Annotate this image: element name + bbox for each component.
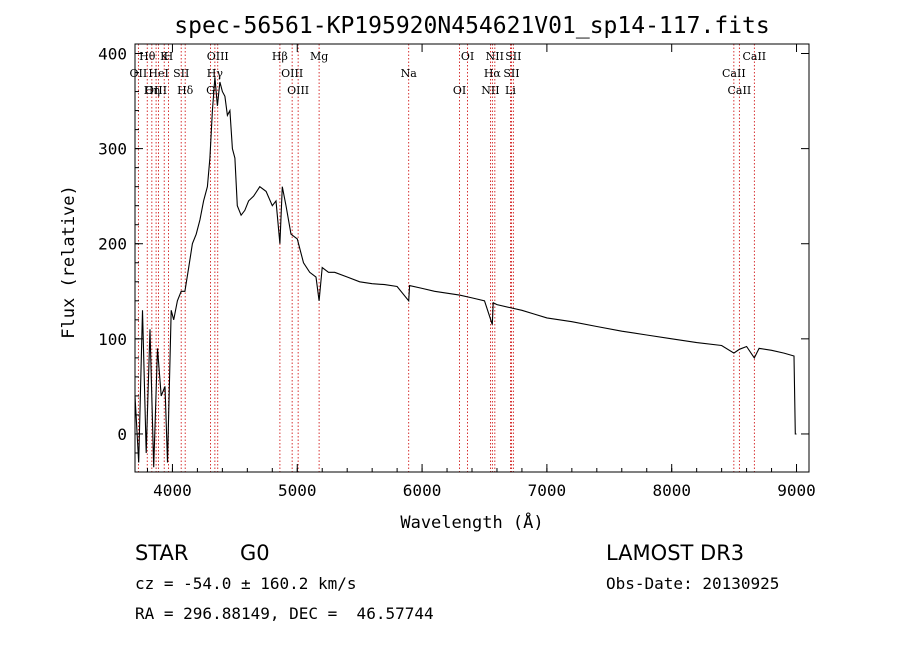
line-label: Li	[505, 84, 516, 97]
line-label: Na	[401, 67, 418, 80]
line-label: OIII	[287, 84, 309, 97]
x-tick-label: 6000	[403, 481, 442, 500]
spectral-line-markers	[137, 44, 755, 472]
line-label: HeI	[148, 67, 168, 80]
line-label: Hγ	[207, 67, 224, 80]
chart-title: spec-56561-KP195920N454621V01_sp14-117.f…	[174, 13, 769, 39]
line-label: G	[206, 84, 215, 97]
line-label: OIII	[281, 67, 303, 80]
spectral-line-labels: Hθ OII OIII K HeI Hη H SII Hδ OIII Hγ G Hβ OIII OIII Mg…	[130, 50, 767, 97]
object-subclass: G0	[240, 541, 270, 565]
y-tick-label: 0	[117, 425, 127, 444]
x-tick-label: 7000	[528, 481, 567, 500]
y-axis-label: Flux (relative)	[59, 185, 79, 339]
line-label: OIII	[145, 84, 167, 97]
line-label: Hδ	[177, 84, 194, 97]
line-label: SII	[505, 50, 521, 63]
x-tick-label: 4000	[153, 481, 192, 500]
line-label: Mg	[310, 50, 328, 63]
line-label: K	[160, 50, 169, 63]
x-axis-ticks: 4000 5000 6000 7000 8000 9000	[146, 44, 816, 500]
y-tick-label: 400	[98, 45, 127, 64]
line-label: CaII	[728, 84, 752, 97]
plot-frame	[134, 43, 810, 473]
line-label: CaII	[742, 50, 766, 63]
x-tick-label: 8000	[652, 481, 691, 500]
line-label: SII	[173, 67, 189, 80]
line-label: CaII	[722, 67, 746, 80]
spectrum-series-line	[134, 77, 797, 468]
line-label: NII	[481, 84, 499, 97]
y-tick-label: 200	[98, 235, 127, 254]
line-label: NII	[486, 50, 504, 63]
coordinates-info: RA = 296.88149, DEC = 46.57744	[135, 604, 434, 623]
line-label: Hθ	[139, 50, 156, 63]
line-label: SII	[503, 67, 519, 80]
line-label: H	[164, 50, 174, 63]
x-axis-label: Wavelength (Å)	[400, 511, 543, 533]
line-label: OIII	[207, 50, 229, 63]
line-label: OII	[130, 67, 148, 80]
observation-date: Obs-Date: 20130925	[606, 574, 780, 593]
object-class: STAR	[135, 541, 189, 565]
line-label: OI	[453, 84, 466, 97]
y-tick-label: 100	[98, 330, 127, 349]
x-tick-label: 9000	[777, 481, 816, 500]
survey-name: LAMOST DR3	[606, 541, 745, 565]
x-tick-label: 5000	[278, 481, 317, 500]
line-label: Hα	[484, 67, 502, 80]
y-tick-label: 300	[98, 140, 127, 159]
line-label: OI	[461, 50, 474, 63]
redshift-info: cz = -54.0 ± 160.2 km/s	[135, 574, 357, 593]
line-label: Hη	[144, 84, 160, 97]
y-axis-ticks: 0 100 200 300 400	[98, 45, 809, 454]
line-label: Hβ	[272, 50, 288, 63]
